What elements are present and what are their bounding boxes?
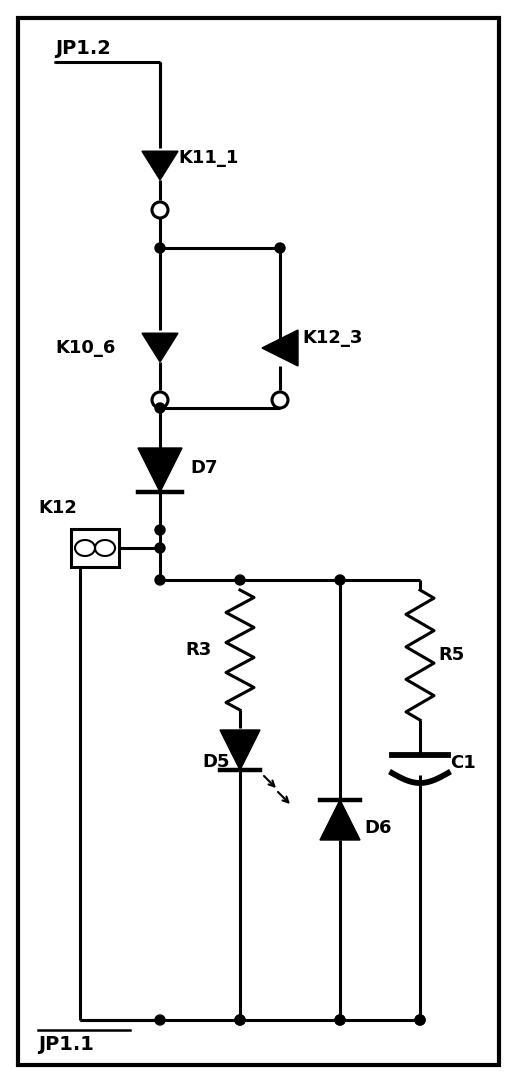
Circle shape <box>155 1015 165 1025</box>
Polygon shape <box>220 730 260 770</box>
Circle shape <box>155 403 165 413</box>
Circle shape <box>155 575 165 585</box>
Text: K11_1: K11_1 <box>178 149 238 167</box>
Bar <box>71 529 119 567</box>
Text: D5: D5 <box>202 753 230 771</box>
Circle shape <box>335 1015 345 1025</box>
Text: K12_3: K12_3 <box>302 330 362 347</box>
Polygon shape <box>142 333 178 362</box>
Circle shape <box>235 1015 245 1025</box>
Text: C1: C1 <box>450 754 476 772</box>
Polygon shape <box>320 800 360 840</box>
Text: R5: R5 <box>438 646 464 664</box>
Text: JP1.2: JP1.2 <box>55 39 111 57</box>
Circle shape <box>155 243 165 253</box>
Circle shape <box>415 1015 425 1025</box>
Circle shape <box>415 1015 425 1025</box>
Text: R3: R3 <box>185 641 211 659</box>
Circle shape <box>152 392 168 408</box>
Circle shape <box>155 543 165 553</box>
Text: K10_6: K10_6 <box>55 339 115 357</box>
Circle shape <box>275 243 285 253</box>
Polygon shape <box>138 448 182 492</box>
Circle shape <box>335 1015 345 1025</box>
Circle shape <box>235 1015 245 1025</box>
Polygon shape <box>262 330 298 366</box>
Circle shape <box>272 392 288 408</box>
Circle shape <box>335 575 345 585</box>
Text: JP1.1: JP1.1 <box>38 1034 94 1054</box>
Text: D6: D6 <box>364 820 391 837</box>
Polygon shape <box>142 151 178 180</box>
Circle shape <box>152 202 168 218</box>
Circle shape <box>155 525 165 535</box>
Text: K12: K12 <box>38 499 77 517</box>
Circle shape <box>235 575 245 585</box>
Text: D7: D7 <box>190 459 218 477</box>
